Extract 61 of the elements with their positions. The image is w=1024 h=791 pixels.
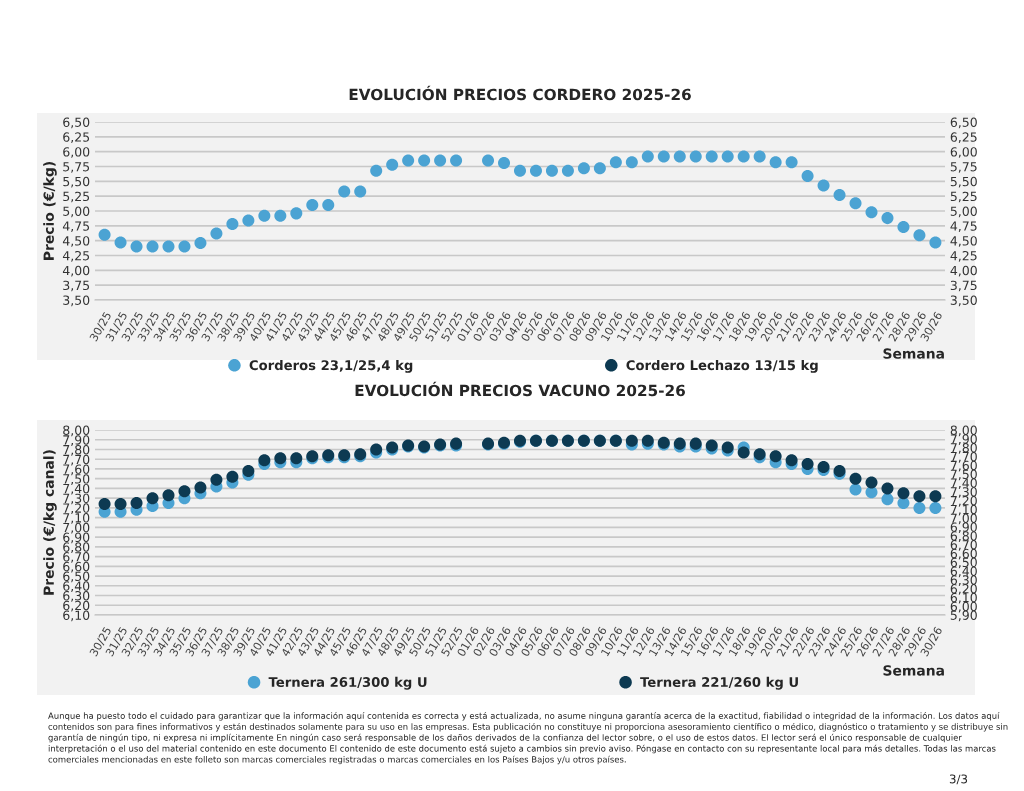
y2-tick-label: 3,75 xyxy=(950,280,977,292)
y2-tick-label: 4,00 xyxy=(950,265,977,277)
y-tick-label: 5,50 xyxy=(63,176,90,188)
y-tick-label: 4,75 xyxy=(62,221,90,233)
y-tick-label: 5,00 xyxy=(63,206,90,218)
y-tick-label: 4,25 xyxy=(62,250,90,262)
y-tick-label: 4,00 xyxy=(62,265,90,277)
y2-tick-label: 6,80 xyxy=(950,531,977,542)
y-tick-label: 6,20 xyxy=(63,600,90,612)
y-tick-label: 7,80 xyxy=(63,444,90,456)
y2-tick-label: 6,50 xyxy=(950,117,977,129)
legend-label: Corderos 23,1/25,4 kg xyxy=(249,359,413,373)
y-tick-label: 6,70 xyxy=(63,552,90,563)
y-tick-label: 6,00 xyxy=(63,147,90,158)
y2-tick-label: 3,50 xyxy=(950,295,977,307)
y2-tick-label: 5,00 xyxy=(950,206,977,218)
y-tick-label: 4,50 xyxy=(62,236,90,247)
y-tick-label: 8,00 xyxy=(63,425,90,437)
y2-tick-label: 7,80 xyxy=(950,443,977,454)
y2-tick-label: 4,75 xyxy=(950,221,977,233)
y-axis-title: Precio (€/kg) xyxy=(43,161,57,260)
chart-title: EVOLUCIÓN PRECIOS VACUNO 2025-26 xyxy=(355,381,685,397)
y2-tick-label: 6,25 xyxy=(950,132,977,144)
y-tick-label: 6,30 xyxy=(63,591,90,602)
legend-label: Cordero Lechazo 13/15 kg xyxy=(626,359,818,373)
y-tick-label: 6,60 xyxy=(63,561,90,573)
y-tick-label: 7,30 xyxy=(63,493,90,505)
y2-tick-label: 5,25 xyxy=(950,191,977,203)
chart-title: EVOLUCIÓN PRECIOS CORDERO 2025-26 xyxy=(349,85,691,101)
y-tick-label: 6,90 xyxy=(63,532,90,544)
y2-tick-label: 4,50 xyxy=(950,236,977,247)
y-tick-label: 6,80 xyxy=(63,542,90,554)
y-tick-label: 7,20 xyxy=(63,503,90,515)
legend-label: Ternera 221/260 kg U xyxy=(640,676,798,690)
y-tick-label: 5,75 xyxy=(63,162,90,173)
y-tick-label: 6,50 xyxy=(63,571,90,583)
y-tick-label: 6,40 xyxy=(63,581,90,592)
y-tick-label: 7,60 xyxy=(63,464,90,476)
y-axis-title: Precio (€/kg canal) xyxy=(43,450,57,595)
legend-label: Ternera 261/300 kg U xyxy=(268,676,427,690)
y2-tick-label: 6,00 xyxy=(950,147,977,158)
y-tick-label: 7,90 xyxy=(63,435,90,446)
y2-tick-label: 5,75 xyxy=(950,162,977,173)
y2-tick-label: 5,50 xyxy=(950,176,977,188)
y2-tick-label: 4,25 xyxy=(950,250,977,262)
y-tick-label: 7,10 xyxy=(63,513,90,524)
text: 3/3 xyxy=(949,774,968,785)
y-tick-label: 3,75 xyxy=(63,280,90,292)
x-axis-title: Semana xyxy=(883,348,944,359)
x-axis-title: Semana xyxy=(883,665,944,676)
y-tick-label: 5,25 xyxy=(63,191,90,203)
y-tick-label: 3,50 xyxy=(63,295,90,307)
y2-tick-label: 7,30 xyxy=(950,487,977,498)
y-tick-label: 6,50 xyxy=(63,117,90,129)
y-tick-label: 7,40 xyxy=(63,483,90,495)
y-tick-label: 6,10 xyxy=(63,610,90,622)
text: Aunque ha puesto todo el cuidado para garantizar que la información aquí contenida es correcta y está actualizada, no asume ninguna garantía acerca de la exactitud, fiabilidad o integridad de la información. Los datos aquí contenidos son para fines informativos y están destinados solamente para su uso en las empresas. Esta publicación no constituye ni proporciona asesoramiento científico o médico, diagnóstico o tratamiento y se distribuye sin garantía de ningún tipo, ni expresa ni implícitamente En ningún caso será responsable de los daños derivados de la confianza del lector sobre, o el uso de estos datos. El lector será el único responsable de cualquier interpretación o el uso del material contenido en este documento El contenido de este documento está sujeto a cambios sin previo aviso. Póngase en contacto con su representante local para más detalles. Todas las marcas comerciales mencionadas en este folleto son marcas comerciales registradas o marcas comerciales en los Países Bajos y/u otros países. xyxy=(48,712,1008,765)
y-tick-label: 7,50 xyxy=(63,474,90,485)
y-tick-label: 7,00 xyxy=(63,522,90,534)
y-tick-label: 7,70 xyxy=(63,454,90,466)
y-tick-label: 6,25 xyxy=(63,132,90,144)
